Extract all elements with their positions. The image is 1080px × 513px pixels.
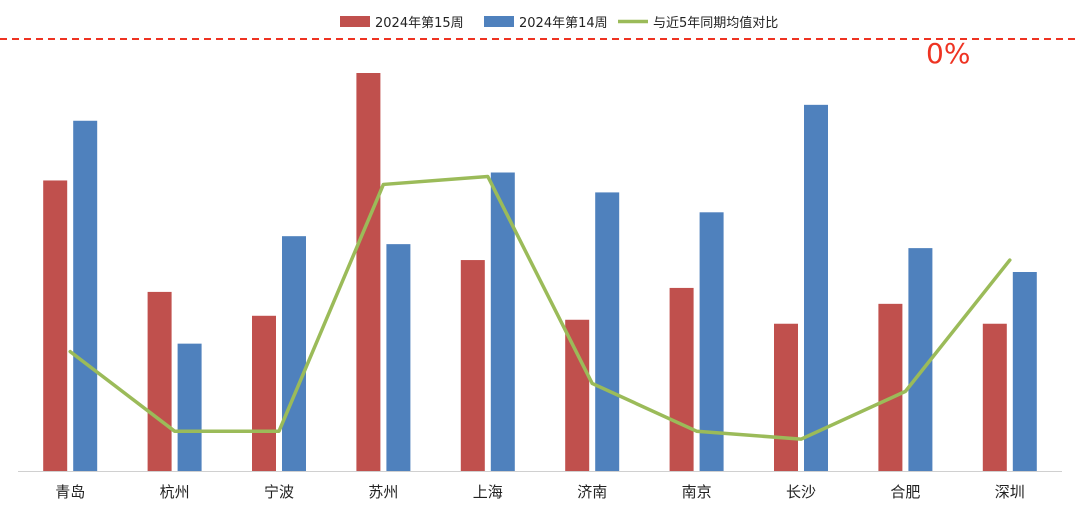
- legend-item-2: 与近5年同期均值对比: [618, 15, 778, 31]
- bars: [43, 73, 1037, 472]
- bar-week15-9: [982, 323, 1007, 471]
- bar-week15-5: [565, 319, 590, 471]
- bar-week14-5: [595, 192, 620, 471]
- bar-week14-2: [282, 236, 306, 471]
- bar-week14-1: [177, 343, 202, 471]
- legend-swatch-1: [484, 16, 514, 27]
- legend-label-0: 2024年第15周: [375, 16, 464, 31]
- x-tick-label-6: 南京: [682, 483, 712, 501]
- legend-label-2: 与近5年同期均值对比: [653, 15, 778, 31]
- bar-week14-3: [386, 244, 411, 471]
- bar-week14-6: [699, 212, 724, 472]
- x-tick-label-8: 合肥: [890, 483, 920, 501]
- bar-week15-4: [460, 260, 485, 471]
- legend-swatch-0: [340, 16, 370, 27]
- legend-item-1: 2024年第14周: [484, 16, 608, 31]
- x-tick-label-0: 青岛: [55, 483, 85, 501]
- bar-week15-0: [43, 180, 68, 471]
- x-tick-labels: 青岛 杭州 宁波 苏州 上海 济南 南京 长沙 合肥 深圳: [55, 483, 1025, 501]
- bar-week15-3: [356, 73, 381, 471]
- legend: 2024年第15周 2024年第14周 与近5年同期均值对比: [340, 15, 778, 31]
- reference-line-label: 0%: [926, 37, 970, 70]
- bar-week15-6: [669, 287, 694, 471]
- bar-week14-9: [1012, 272, 1037, 471]
- bar-week14-8: [908, 248, 933, 471]
- x-tick-label-5: 济南: [577, 483, 607, 501]
- bar-week15-7: [774, 323, 798, 471]
- legend-label-1: 2024年第14周: [519, 16, 608, 31]
- series-line-5yr-comparison: [68, 174, 1012, 441]
- bar-week15-1: [147, 291, 172, 471]
- bar-week15-2: [252, 315, 276, 471]
- x-tick-label-1: 杭州: [160, 483, 190, 501]
- x-tick-label-2: 宁波: [264, 483, 294, 501]
- x-tick-label-7: 长沙: [786, 483, 816, 501]
- bar-week14-4: [490, 172, 515, 471]
- bar-week14-0: [73, 120, 98, 471]
- x-tick-label-3: 苏州: [368, 483, 398, 501]
- x-tick-label-4: 上海: [473, 483, 503, 501]
- bar-week14-7: [804, 104, 828, 471]
- legend-item-0: 2024年第15周: [340, 16, 464, 31]
- x-tick-label-9: 深圳: [995, 483, 1025, 501]
- bar-week15-8: [878, 303, 903, 471]
